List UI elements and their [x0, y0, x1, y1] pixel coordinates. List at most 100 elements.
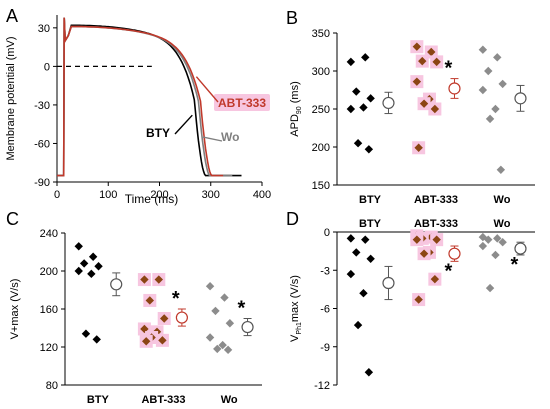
data-point-wo: [496, 165, 506, 174]
mean-marker: [241, 320, 254, 334]
category-label-bty: BTY: [359, 194, 382, 206]
y-tick-label: 0: [324, 227, 330, 239]
data-point-wo: [485, 114, 495, 124]
data-point-wo: [491, 104, 500, 114]
significance-star: *: [444, 260, 452, 282]
a-x-tick-label: 0: [54, 189, 60, 201]
y-tick-label: -6: [320, 304, 330, 316]
data-point-abt-333: [430, 274, 440, 284]
a-x-tick-label: 400: [253, 189, 271, 201]
data-point-bty: [359, 103, 368, 112]
data-point-bty: [361, 235, 370, 244]
y-axis-label: VPh1max (V/s): [289, 275, 303, 342]
data-point-bty: [364, 145, 374, 154]
data-point-abt-333: [419, 249, 429, 258]
mean-marker: [110, 278, 123, 291]
data-point-wo: [218, 340, 227, 350]
data-point-abt-333: [419, 99, 429, 108]
panel-d: D 0 -3 -6 -9 -12 VPh1max (V/s) BTY ABT-333 * Wo *: [286, 209, 535, 392]
mean-marker: [514, 92, 527, 105]
mean-marker: [514, 242, 527, 255]
data-point-abt-333: [414, 143, 423, 152]
y-tick-label: -9: [320, 342, 330, 354]
y-tick-label: 300: [312, 66, 330, 78]
data-point-wo: [213, 344, 222, 354]
data-point-abt-333: [142, 337, 151, 346]
significance-star: *: [238, 298, 246, 320]
data-point-abt-333: [412, 235, 422, 244]
panel-label-d: D: [286, 209, 299, 229]
y-tick-label: 240: [40, 228, 58, 240]
y-axis-label-sub: 90: [296, 106, 303, 114]
panel-label-a: A: [6, 6, 18, 26]
y-tick-label: 150: [312, 180, 330, 192]
a-x-tick-label: 300: [202, 189, 220, 201]
data-point-bty: [361, 53, 370, 62]
data-point-abt-333: [412, 77, 422, 86]
mean-marker: [448, 247, 461, 260]
a-series-label-bty: BTY: [146, 126, 170, 140]
y-axis-label: V+max (V/s): [9, 279, 21, 340]
data-point-bty: [364, 368, 374, 377]
data-point-wo: [225, 319, 235, 328]
y-tick-label: -12: [314, 380, 330, 392]
data-point-wo: [498, 238, 507, 247]
mean-marker: [448, 82, 461, 95]
data-point-bty: [87, 269, 96, 279]
y-tick-label: 200: [40, 266, 58, 278]
data-point-wo: [211, 306, 220, 316]
data-point-bty: [74, 242, 83, 251]
data-point-wo: [491, 250, 500, 260]
data-point-bty: [359, 289, 368, 298]
data-point-abt-333: [412, 42, 422, 51]
y-axis-label-main: APD: [289, 114, 301, 137]
a-y-tick-label: -30: [34, 100, 50, 112]
data-point-bty: [366, 254, 375, 263]
category-label-bty: BTY: [87, 394, 110, 406]
data-point-wo: [205, 333, 215, 342]
data-point-bty: [346, 57, 356, 67]
data-point-wo: [493, 234, 502, 243]
data-point-wo: [220, 293, 229, 302]
y-tick-label: 160: [40, 304, 58, 316]
a-arrow-bty: [174, 114, 193, 135]
y-tick-label: 80: [46, 380, 58, 392]
a-y-axis-label: Membrane potential (mV): [5, 36, 17, 160]
a-series-label-wo: Wo: [221, 130, 239, 144]
data-point-abt-333: [140, 275, 149, 284]
data-point-wo: [493, 53, 502, 62]
data-point-bty: [74, 266, 83, 276]
data-point-abt-333: [432, 235, 441, 244]
y-axis-label-main: V: [289, 334, 301, 342]
a-y-tick-label: 30: [38, 23, 50, 35]
y-tick-label: 200: [312, 142, 330, 154]
category-label-wo: Wo: [494, 194, 511, 206]
a-series-label-abt333: ABT-333: [218, 96, 266, 110]
data-point-wo: [484, 66, 493, 76]
category-label-wo: Wo: [221, 394, 238, 406]
data-point-abt-333: [414, 295, 423, 304]
category-label-wo: Wo: [494, 218, 511, 230]
category-label-abt-333: ABT-333: [141, 394, 185, 406]
data-point-abt-333: [430, 104, 440, 114]
data-point-abt-333: [158, 336, 167, 345]
data-point-bty: [346, 269, 356, 279]
data-point-wo: [484, 235, 493, 244]
panel-c: C 240 200 160 120 80 V+max (V/s) BTY ABT-333 * Wo *: [6, 209, 262, 406]
significance-star: *: [444, 58, 452, 80]
mean-marker: [382, 276, 395, 290]
a-y-tick-label: 0: [44, 61, 50, 73]
data-point-abt-333: [160, 314, 169, 323]
mean-marker: [382, 96, 395, 110]
data-point-wo: [485, 283, 495, 293]
mean-marker: [175, 311, 188, 324]
category-label-abt-333: ABT-333: [414, 194, 458, 206]
data-point-wo: [223, 345, 233, 355]
data-point-bty: [352, 87, 361, 96]
y-axis-label: APD90 (ms): [289, 81, 303, 136]
data-point-bty: [81, 329, 91, 338]
data-point-wo: [498, 79, 507, 89]
panel-label-b: B: [286, 8, 298, 28]
category-label-bty: BTY: [359, 218, 382, 230]
